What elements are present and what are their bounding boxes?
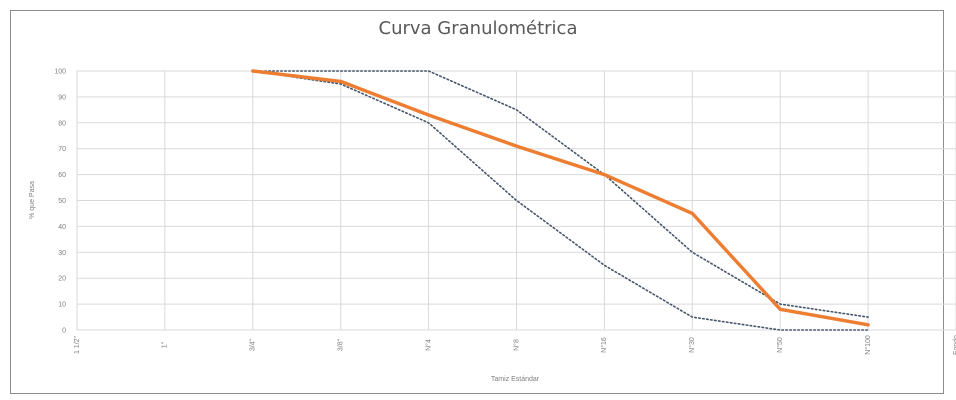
- y-tick-label: 80: [58, 120, 66, 127]
- series-line-1: [251, 69, 870, 327]
- x-axis-label: Tamiz Estándar: [491, 376, 540, 383]
- x-tick-labels: 1 1/2" 1" 3/4" 3/8" N°4 N°8 N°16 N°30 N°50 N°100 F…: [74, 335, 956, 355]
- x-tick-label: 1": [162, 341, 169, 348]
- grid: [76, 70, 956, 331]
- x-tick-label: Fondo: [953, 335, 956, 355]
- x-tick-label: 3/8": [338, 338, 345, 351]
- x-tick-label: N°100: [864, 335, 872, 355]
- x-tick-label: N°16: [600, 337, 608, 353]
- x-tick-label: N°50: [776, 337, 784, 353]
- x-tick-label: 3/4": [250, 338, 257, 351]
- y-tick-label: 70: [58, 146, 66, 153]
- y-tick-label: 10: [58, 302, 66, 309]
- series-line-3: [252, 70, 869, 331]
- y-tick-label: 0: [62, 328, 66, 335]
- x-tick-label: N°4: [424, 339, 432, 351]
- y-axis-label: % que Pasa: [29, 181, 36, 219]
- chart-title: Curva Granulométrica: [378, 18, 578, 39]
- y-tick-label: 30: [58, 250, 66, 257]
- series-layer: [251, 69, 870, 331]
- x-tick-label: 1 1/2": [74, 335, 81, 354]
- y-tick-label: 90: [58, 94, 66, 101]
- y-tick-labels: 0 10 20 30 40 50 60 70 80 90 100: [54, 69, 66, 335]
- y-tick-label: 60: [58, 172, 66, 179]
- y-tick-label: 100: [54, 69, 66, 76]
- y-tick-label: 50: [58, 198, 66, 205]
- x-tick-label: N°30: [688, 337, 696, 353]
- x-tick-label: N°8: [512, 339, 520, 351]
- y-tick-label: 20: [58, 276, 66, 283]
- series-line-2: [252, 70, 869, 318]
- y-tick-label: 40: [58, 224, 66, 231]
